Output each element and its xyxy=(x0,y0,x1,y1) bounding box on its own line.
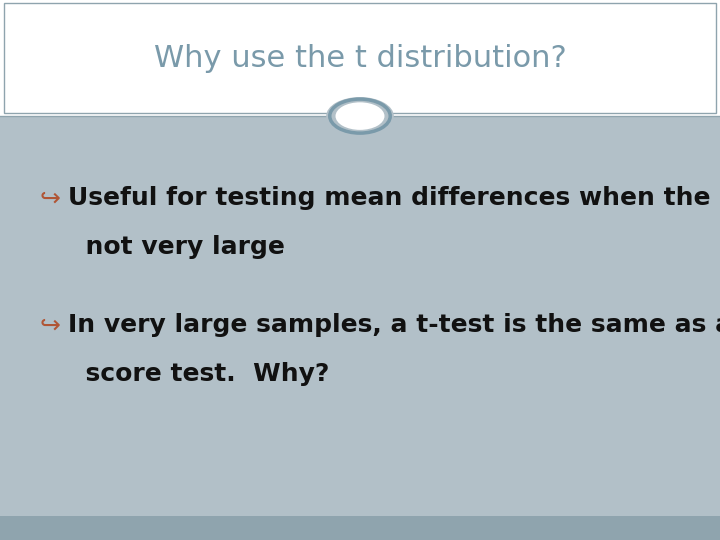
Ellipse shape xyxy=(326,97,394,135)
FancyBboxPatch shape xyxy=(0,116,720,516)
FancyBboxPatch shape xyxy=(0,0,720,116)
FancyBboxPatch shape xyxy=(0,516,720,540)
Text: ↪: ↪ xyxy=(40,186,60,210)
Text: Useful for testing mean differences when the N is: Useful for testing mean differences when… xyxy=(68,186,720,210)
Text: not very large: not very large xyxy=(68,235,285,259)
Ellipse shape xyxy=(336,102,384,130)
Text: score test.  Why?: score test. Why? xyxy=(68,362,330,386)
Text: Why use the t distribution?: Why use the t distribution? xyxy=(153,44,567,72)
Text: ↪: ↪ xyxy=(40,313,60,337)
Text: In very large samples, a t-test is the same as a z-: In very large samples, a t-test is the s… xyxy=(68,313,720,337)
